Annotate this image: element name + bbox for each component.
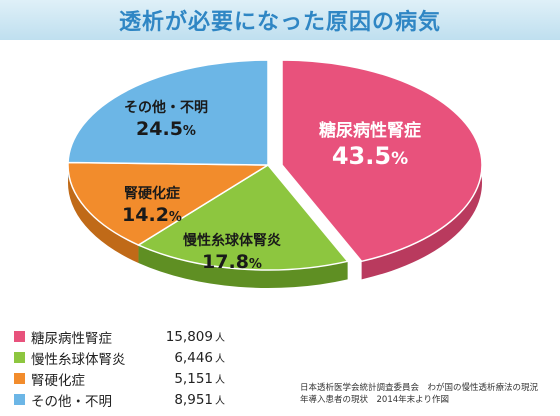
legend-item: その他・不明 8,951 人 [14,389,225,410]
pie-slice-side-1 [138,245,348,289]
slice-name-label-1: 慢性糸球体腎炎 [183,232,281,249]
title-banner: 透析が必要になった原因の病気 [0,0,560,40]
title-pill: 透析が必要になった原因の病気 [100,4,460,36]
legend-count: 6,446 [174,349,213,366]
legend-count: 5,151 [174,370,213,387]
legend-swatch [14,331,25,342]
legend-item: 腎硬化症 5,151 人 [14,368,225,389]
legend-unit: 人 [215,375,225,386]
legend-label: その他・不明 [31,393,112,410]
legend-label: 慢性糸球体腎炎 [31,351,126,368]
slice-name-label-2: 腎硬化症 [124,185,180,202]
slice-percent-label-0: 43.5% [332,142,408,170]
legend-unit: 人 [215,333,225,344]
pie-slice-side-2 [68,162,139,264]
pie-slice-3 [67,59,269,166]
pie-slice-1 [136,164,349,271]
legend-item: 糖尿病性腎症 15,809 人 [14,326,225,347]
pie-slice-2 [67,161,271,246]
legend-unit: 人 [215,396,225,407]
legend-item: 慢性糸球体腎炎 6,446 人 [14,347,225,368]
legend-swatch [14,394,25,405]
legend-count: 8,951 [174,391,213,408]
legend-label: 腎硬化症 [31,372,85,389]
source-line-2: 年導入患者の現状 2014年末より作図 [300,395,449,405]
legend-swatch [14,352,25,363]
legend-swatch [14,373,25,384]
slice-name-label-3: その他・不明 [124,99,208,116]
slice-percent-label-1: 17.8% [202,251,262,273]
slice-percent-label-3: 24.5% [136,118,196,140]
slice-name-label-0: 糖尿病性腎症 [319,120,421,141]
slice-percent-label-2: 14.2% [122,204,182,226]
chart-title: 透析が必要になった原因の病気 [118,10,441,35]
source-line-1: 日本透析医学会統計調査委員会 わが国の慢性透析療法の現況 [300,383,539,393]
legend: 糖尿病性腎症 15,809 人慢性糸球体腎炎 6,446 人腎硬化症 5,151 人その他・… [14,326,225,410]
legend-unit: 人 [215,354,225,365]
legend-label: 糖尿病性腎症 [31,330,112,347]
pie-slice-0 [281,59,483,263]
pie-slices [67,59,483,271]
legend-count: 15,809 [165,328,213,345]
source-note: 日本透析医学会統計調査委員会 わが国の慢性透析療法の現況 年導入患者の現状 20… [300,382,556,406]
